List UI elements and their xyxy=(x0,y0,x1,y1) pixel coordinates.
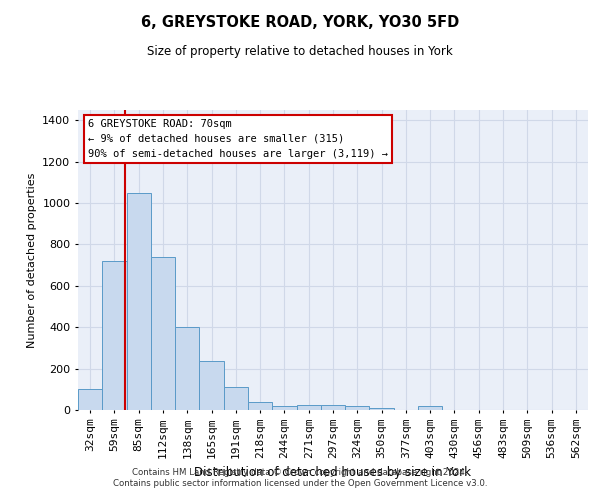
Y-axis label: Number of detached properties: Number of detached properties xyxy=(26,172,37,348)
Text: Contains HM Land Registry data © Crown copyright and database right 2024.
Contai: Contains HM Land Registry data © Crown c… xyxy=(113,468,487,487)
Bar xyxy=(127,193,151,410)
Bar xyxy=(272,406,296,410)
Bar xyxy=(296,405,321,410)
Bar xyxy=(151,257,175,410)
Bar xyxy=(345,406,370,410)
Bar xyxy=(199,362,224,410)
X-axis label: Distribution of detached houses by size in York: Distribution of detached houses by size … xyxy=(194,466,472,479)
Bar xyxy=(248,402,272,410)
Bar xyxy=(370,408,394,410)
Bar xyxy=(321,405,345,410)
Bar xyxy=(224,387,248,410)
Text: Size of property relative to detached houses in York: Size of property relative to detached ho… xyxy=(147,45,453,58)
Bar xyxy=(418,406,442,410)
Text: 6, GREYSTOKE ROAD, YORK, YO30 5FD: 6, GREYSTOKE ROAD, YORK, YO30 5FD xyxy=(141,15,459,30)
Bar xyxy=(102,261,127,410)
Text: 6 GREYSTOKE ROAD: 70sqm
← 9% of detached houses are smaller (315)
90% of semi-de: 6 GREYSTOKE ROAD: 70sqm ← 9% of detached… xyxy=(88,119,388,158)
Bar xyxy=(78,390,102,410)
Bar xyxy=(175,327,199,410)
